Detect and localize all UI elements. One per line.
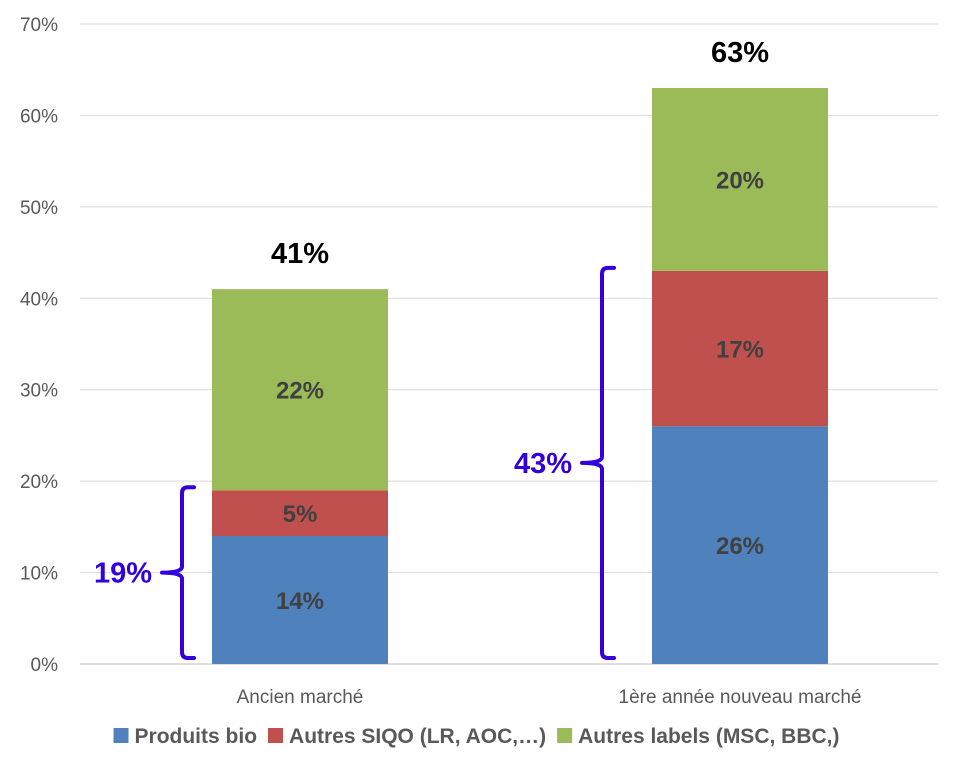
- category-label: 1ère année nouveau marché: [619, 687, 862, 708]
- total-label: 41%: [271, 238, 329, 270]
- legend-swatch: [557, 728, 573, 743]
- legend-item: Produits bio: [113, 725, 258, 748]
- bar-segment: [212, 289, 388, 491]
- y-tick-label: 10%: [20, 564, 58, 585]
- bar-segment: [652, 426, 828, 664]
- x-axis-categories: Ancien marché 1ère année nouveau marché: [237, 687, 862, 708]
- legend-swatch: [268, 728, 284, 743]
- y-tick-label: 70%: [20, 15, 58, 36]
- bar-segment: [652, 88, 828, 271]
- legend-label: Produits bio: [135, 725, 258, 748]
- category-label: Ancien marché: [237, 687, 364, 708]
- brace-bracket: [160, 485, 196, 660]
- y-tick-label: 50%: [20, 198, 58, 219]
- bar-segment: [212, 536, 388, 664]
- data-label: 20%: [716, 167, 764, 194]
- total-labels: 41% 63%: [271, 37, 769, 270]
- data-label: 26%: [716, 533, 764, 560]
- brace-bracket: [580, 265, 616, 660]
- legend-swatch: [113, 728, 129, 743]
- y-tick-label: 20%: [20, 472, 58, 493]
- y-tick-label: 30%: [20, 381, 58, 402]
- y-tick-label: 0%: [31, 655, 59, 676]
- data-label: 5%: [283, 501, 318, 528]
- y-tick-label: 40%: [20, 289, 58, 310]
- legend-label: Autres SIQO (LR, AOC,…): [289, 725, 546, 748]
- data-label: 14%: [276, 588, 324, 615]
- legend-label: Autres labels (MSC, BBC,): [578, 725, 839, 748]
- bar-segment: [652, 270, 828, 427]
- data-label: 17%: [716, 337, 764, 364]
- brace-label: 43%: [514, 448, 572, 480]
- legend-item: Autres labels (MSC, BBC,): [557, 725, 839, 748]
- y-tick-label: 60%: [20, 106, 58, 127]
- legend-item: Autres SIQO (LR, AOC,…): [268, 725, 546, 748]
- legend: Produits bio Autres SIQO (LR, AOC,…) Autre…: [113, 725, 839, 748]
- y-axis-ticks: 0% 10% 20% 30% 40% 50% 60% 70%: [20, 15, 58, 676]
- bars: [212, 88, 828, 664]
- segment-labels: 14% 5% 22% 26% 17% 20%: [276, 167, 764, 615]
- total-label: 63%: [711, 37, 769, 69]
- bar-segment: [212, 490, 388, 536]
- brace-annotations: 19% 43%: [94, 265, 616, 660]
- brace-label: 19%: [94, 558, 152, 590]
- data-label: 22%: [276, 378, 324, 405]
